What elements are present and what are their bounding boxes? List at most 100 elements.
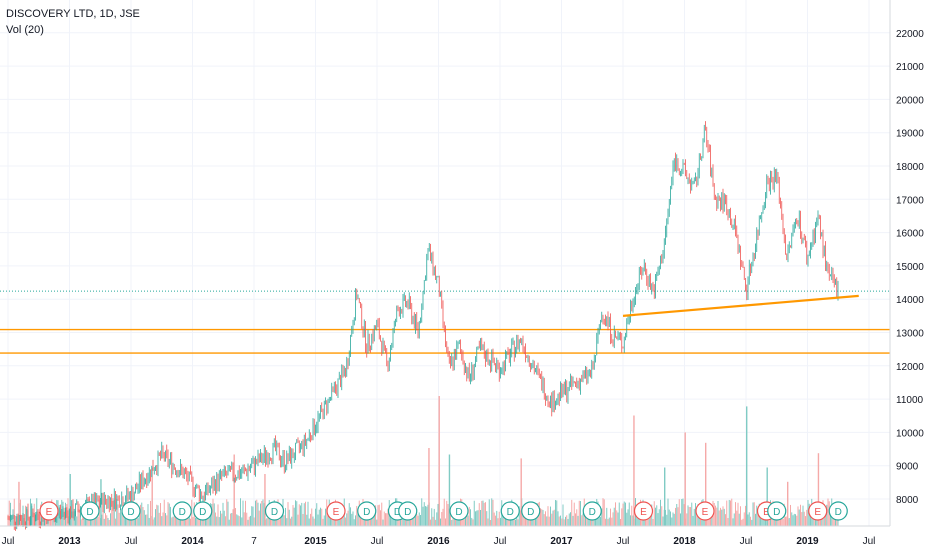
volume-bar bbox=[500, 517, 501, 526]
volume-bar bbox=[795, 514, 796, 526]
volume-bar bbox=[487, 518, 489, 526]
time-tick-label: 2013 bbox=[58, 536, 81, 547]
volume-bar bbox=[440, 518, 441, 526]
volume-bar bbox=[716, 507, 718, 526]
time-axis[interactable]: Jul 2013 Jul 2014 7 2015 Jul 2016 Jul 2017 Jul 2018… bbox=[0, 525, 890, 547]
volume-bar bbox=[417, 515, 419, 526]
volume-bar bbox=[155, 509, 156, 526]
candlestick-series bbox=[7, 121, 839, 531]
horizontal-levels[interactable]: 142431308912382 bbox=[0, 283, 931, 362]
volume-bar bbox=[430, 519, 431, 526]
event-marker-label: D bbox=[455, 507, 462, 518]
trendline-drawing[interactable] bbox=[622, 294, 859, 317]
volume-bar bbox=[377, 505, 379, 526]
volume-bar bbox=[415, 516, 416, 526]
volume-bar bbox=[567, 518, 569, 526]
price-tick-label: 9000 bbox=[896, 462, 919, 473]
volume-bar bbox=[113, 499, 115, 526]
volume-bar bbox=[698, 514, 700, 526]
chart-grid bbox=[0, 0, 890, 526]
volume-bar bbox=[687, 505, 689, 526]
volume-bar bbox=[232, 509, 234, 526]
volume-bar bbox=[382, 519, 384, 526]
volume-bar bbox=[402, 515, 404, 526]
volume-bar bbox=[448, 454, 451, 526]
event-marker-label: D bbox=[835, 507, 842, 518]
dividend-marker bbox=[521, 501, 541, 521]
volume-bar bbox=[442, 508, 444, 526]
time-tick-label: Jul bbox=[371, 536, 384, 547]
volume-bar bbox=[146, 514, 148, 526]
price-tick-label: 15000 bbox=[896, 262, 924, 273]
volume-bar bbox=[658, 509, 660, 526]
volume-bar bbox=[222, 502, 224, 526]
volume-bar bbox=[361, 516, 363, 526]
volume-bar bbox=[75, 510, 76, 526]
volume-bar bbox=[473, 500, 475, 526]
volume-bar bbox=[757, 510, 759, 526]
price-tick-label: 10000 bbox=[896, 428, 924, 439]
event-marker-label: D bbox=[394, 507, 401, 518]
dividend-marker bbox=[121, 501, 141, 521]
volume-bar bbox=[76, 516, 78, 526]
volume-bar bbox=[121, 512, 123, 526]
volume-bar bbox=[386, 513, 388, 526]
price-axis[interactable]: 8000 9000 10000 11000 12000 13000 14000 15000 16… bbox=[889, 0, 932, 550]
price-tick-label: 21000 bbox=[896, 62, 924, 73]
volume-bar bbox=[610, 508, 611, 526]
volume-bar bbox=[323, 515, 325, 526]
volume-bar bbox=[681, 499, 683, 526]
volume-bar bbox=[545, 511, 546, 526]
volume-bar bbox=[513, 519, 515, 526]
volume-bar bbox=[266, 518, 268, 526]
volume-bar bbox=[292, 505, 294, 526]
volume-bar bbox=[315, 508, 316, 526]
volume-bar bbox=[288, 509, 290, 526]
volume-bar bbox=[491, 498, 493, 526]
volume-bar bbox=[432, 516, 434, 526]
volume-bar bbox=[623, 501, 625, 526]
volume-bar bbox=[620, 518, 621, 526]
trendline bbox=[622, 294, 859, 317]
volume-bar bbox=[107, 517, 109, 526]
volume-bar bbox=[555, 500, 556, 526]
volume-bar bbox=[163, 499, 165, 526]
volume-bar bbox=[383, 511, 385, 526]
volume-bar bbox=[453, 516, 455, 526]
volume-bar bbox=[790, 504, 791, 526]
volume-bar bbox=[162, 512, 164, 526]
volume-bar bbox=[540, 508, 541, 526]
price-tick-label: 18000 bbox=[896, 162, 924, 173]
volume-bar bbox=[412, 513, 414, 526]
volume-bar bbox=[752, 502, 754, 526]
volume-bar bbox=[450, 508, 451, 526]
volume-bar bbox=[217, 504, 219, 526]
volume-bar bbox=[230, 513, 231, 526]
volume-bar bbox=[688, 507, 690, 526]
volume-bar bbox=[478, 503, 480, 526]
volume-bar bbox=[195, 517, 196, 526]
volume-bar bbox=[226, 499, 228, 526]
volume-bar bbox=[235, 508, 236, 526]
time-tick-label: 7 bbox=[251, 536, 257, 547]
volume-bar bbox=[713, 502, 715, 526]
volume-bar bbox=[677, 507, 679, 526]
volume-bar bbox=[123, 510, 125, 526]
volume-bar bbox=[213, 503, 215, 526]
volume-bar bbox=[546, 516, 548, 526]
volume-bar bbox=[482, 500, 484, 526]
volume-bar bbox=[817, 453, 820, 526]
price-tick-label: 22000 bbox=[896, 29, 924, 40]
volume-bar bbox=[208, 515, 210, 526]
volume-bar bbox=[140, 504, 141, 526]
volume-bar bbox=[148, 517, 150, 526]
volume-bar bbox=[300, 505, 301, 526]
volume-bar bbox=[152, 519, 154, 526]
volume-bar bbox=[518, 506, 520, 526]
volume-bar bbox=[435, 519, 436, 526]
volume-bar bbox=[422, 506, 424, 526]
volume-bar bbox=[731, 498, 733, 526]
volume-bar bbox=[310, 513, 311, 526]
